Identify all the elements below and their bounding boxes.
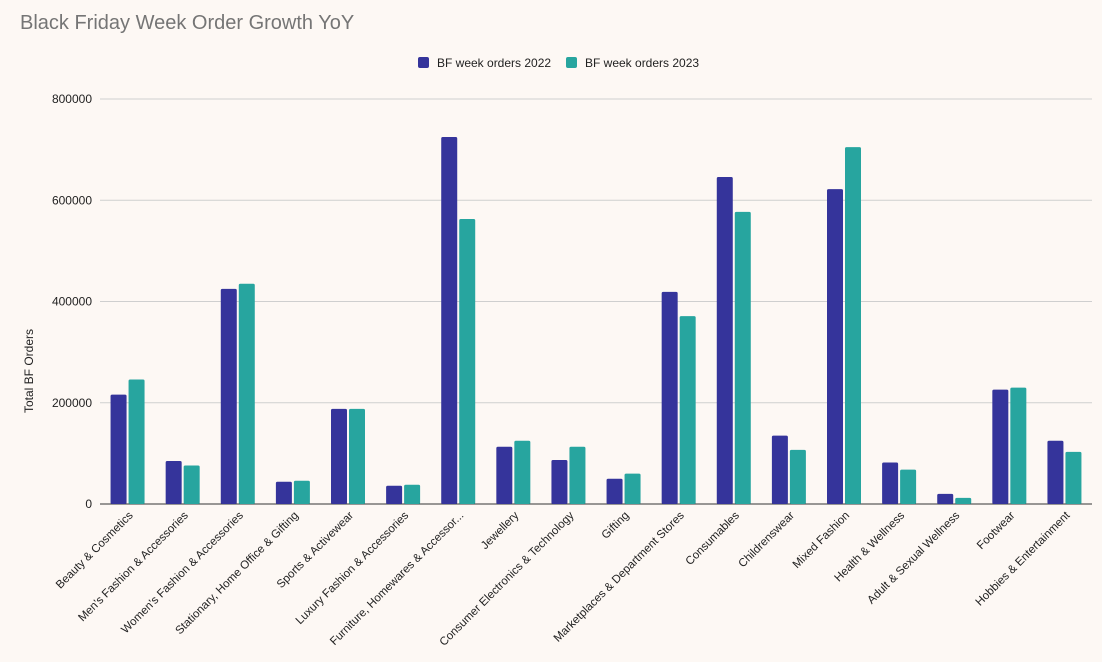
bars — [110, 136, 1082, 505]
bar-2023-10 — [679, 316, 696, 504]
x-category-label: Jewellery — [479, 509, 522, 552]
bar-2023-4 — [349, 408, 365, 504]
bar-2022-4 — [331, 408, 347, 504]
bar-2022-13 — [827, 189, 843, 505]
bar-2022-14 — [882, 462, 899, 504]
y-tick-label: 200000 — [52, 396, 92, 410]
y-axis-ticks: 0 200000 400000 600000 800000 — [52, 92, 92, 511]
bar-2023-16 — [1010, 387, 1027, 504]
y-axis-label: Total BF Orders — [22, 329, 36, 413]
y-tick-label: 600000 — [52, 193, 92, 207]
y-tick-label: 800000 — [52, 92, 92, 106]
x-category-label: Mixed Fashion — [791, 510, 852, 571]
bar-2023-14 — [900, 469, 917, 504]
chart-title: Black Friday Week Order Growth YoY — [20, 12, 354, 34]
y-tick-label: 400000 — [52, 295, 92, 309]
bar-2022-3 — [275, 481, 292, 504]
bar-2023-8 — [569, 446, 586, 504]
x-category-label: Adult & Sexual Wellness — [865, 509, 962, 606]
bar-2022-7 — [496, 446, 513, 504]
bar-2023-7 — [514, 440, 531, 504]
bar-2022-5 — [386, 485, 403, 504]
bar-2023-6 — [459, 218, 476, 504]
legend-swatch-2022 — [418, 57, 429, 68]
bar-2023-3 — [293, 480, 310, 504]
x-category-label: Luxury Fashion & Accessories — [294, 509, 412, 627]
bar-2023-15 — [955, 497, 972, 504]
bar-2023-5 — [404, 484, 421, 504]
bar-2022-12 — [771, 435, 788, 504]
x-category-label: Stationary, Home Office & Gifting — [174, 510, 302, 638]
legend-label-2022: BF week orders 2022 — [437, 56, 551, 70]
y-tick-label: 0 — [85, 497, 92, 511]
bar-2022-17 — [1047, 440, 1064, 504]
bar-2023-13 — [845, 147, 861, 504]
bar-2023-9 — [624, 473, 641, 504]
legend-swatch-2023 — [566, 57, 577, 68]
legend: BF week orders 2022 BF week orders 2023 — [418, 56, 699, 70]
bar-2023-12 — [789, 449, 806, 504]
gridlines — [100, 98, 1092, 505]
bar-2022-6 — [441, 136, 458, 504]
x-category-label: Consumables — [684, 509, 742, 567]
x-category-label: Childrenswear — [737, 510, 798, 571]
bar-2022-11 — [716, 176, 733, 504]
bar-2022-15 — [937, 493, 954, 504]
bar-2022-1 — [165, 460, 182, 504]
bar-2022-16 — [992, 389, 1009, 504]
bar-2022-2 — [220, 288, 237, 504]
x-category-label: Gifting — [600, 510, 632, 542]
bar-2023-1 — [183, 465, 200, 504]
bar-2022-8 — [551, 459, 568, 504]
bar-2023-17 — [1065, 451, 1082, 504]
bar-2023-0 — [128, 379, 145, 504]
x-category-label: Footwear — [975, 510, 1018, 553]
x-category-label: Women's Fashion & Accessories — [119, 509, 246, 636]
legend-label-2023: BF week orders 2023 — [585, 56, 699, 70]
x-category-label: Hobbies & Entertainment — [974, 509, 1073, 608]
x-category-label: Men's Fashion & Accessories — [76, 509, 191, 624]
bar-2022-0 — [110, 394, 127, 504]
bar-2023-2 — [238, 283, 255, 504]
bar-2023-11 — [734, 211, 751, 505]
bar-2022-10 — [661, 291, 678, 504]
bar-2022-9 — [606, 478, 623, 504]
